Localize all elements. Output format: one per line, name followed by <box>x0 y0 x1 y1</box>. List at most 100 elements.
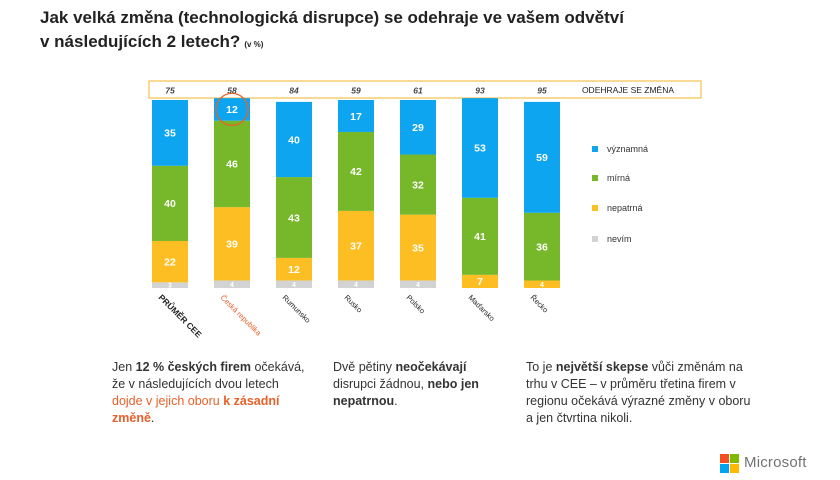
value-label-nepatrna-recko: 4 <box>540 282 544 289</box>
category-label-prumer-cee: PRŮMĚR CEE <box>157 292 205 340</box>
note3-bold-a: největší skepse <box>555 360 649 374</box>
bar-nevim-prumer-cee <box>152 282 188 288</box>
title-line-2: v následujících 2 letech? (v %) <box>40 30 740 57</box>
bar-nepatrna-prumer-cee <box>152 241 188 283</box>
total-label-ceska-republika: 58 <box>227 86 237 96</box>
note-column-1: Jen 12 % českých firem očekává, že v nás… <box>112 359 312 427</box>
legend-swatch-nevim <box>592 236 598 242</box>
note-column-2: Dvě pětiny neočekávají disrupci žádnou, … <box>333 359 501 410</box>
legend-label-vyznamna: významná <box>607 144 648 154</box>
value-label-vyznamna-rumunsko: 40 <box>288 134 300 146</box>
value-label-vyznamna-recko: 59 <box>536 152 548 164</box>
value-label-nevim-ceska-republika: 4 <box>230 282 234 289</box>
note2-text-b: disrupci žádnou, <box>333 377 428 391</box>
bar-mirna-recko <box>524 212 560 281</box>
microsoft-logo-icon <box>720 454 739 473</box>
value-label-nevim-polsko: 4 <box>416 282 420 289</box>
total-label-madarsko: 93 <box>475 86 485 96</box>
category-label-recko: Řecko <box>529 293 550 314</box>
value-label-mirna-rumunsko: 43 <box>288 212 300 224</box>
legend-swatch-nepatrna <box>592 205 598 211</box>
totals-box <box>148 80 702 99</box>
value-label-mirna-prumer-cee: 40 <box>164 198 176 210</box>
legend-label-nepatrna: nepatrná <box>607 203 643 213</box>
value-label-mirna-rusko: 42 <box>350 166 362 178</box>
bar-nevim-ceska-republika <box>214 280 250 288</box>
value-label-mirna-polsko: 32 <box>412 179 424 191</box>
note-column-3: To je největší skepse vůči změnám na trh… <box>526 359 751 427</box>
value-label-nepatrna-polsko: 35 <box>412 242 424 254</box>
page-title: Jak velká změna (technologická disrupce)… <box>40 6 740 57</box>
note3-text-a: To je <box>526 360 556 374</box>
bar-vyznamna-ceska-republika <box>214 98 250 121</box>
bar-mirna-rumunsko <box>276 177 312 258</box>
note1-text-b: očekává, že v následujících dvou letech <box>112 360 305 391</box>
bar-vyznamna-prumer-cee <box>152 100 188 166</box>
bar-vyznamna-recko <box>524 101 560 213</box>
note1-text-d: . <box>150 411 155 425</box>
value-label-vyznamna-madarsko: 53 <box>474 143 486 155</box>
note1-bold-a: 12 % českých firem <box>135 360 251 374</box>
bar-vyznamna-rusko <box>338 100 374 132</box>
legend-swatch-mirna <box>592 175 598 181</box>
value-label-nepatrna-prumer-cee: 22 <box>164 256 176 268</box>
bar-mirna-polsko <box>400 154 436 215</box>
category-label-rusko: Rusko <box>343 293 364 314</box>
title-line-1: Jak velká změna (technologická disrupce)… <box>40 8 624 27</box>
note1-highlight-a: dojde v jejich oboru <box>112 394 220 408</box>
note2-text-c: . <box>394 394 398 408</box>
logo-square-red <box>720 454 729 463</box>
logo-square-blue <box>720 464 729 473</box>
value-label-nepatrna-ceska-republika: 39 <box>226 239 238 251</box>
total-label-rusko: 59 <box>351 86 361 96</box>
value-label-nepatrna-madarsko: 7 <box>477 276 483 288</box>
stacked-bar-chart: 75 58 84 59 61 93 95 ODEHRAJE SE ZMĚNA322403543… <box>148 80 702 340</box>
value-label-nevim-prumer-cee: 3 <box>168 283 172 290</box>
value-label-vyznamna-rusko: 17 <box>350 111 362 123</box>
bar-nepatrna-recko <box>524 280 560 288</box>
bar-nepatrna-madarsko <box>462 274 498 288</box>
value-label-mirna-madarsko: 41 <box>474 231 486 243</box>
title-unit: (v %) <box>244 40 264 49</box>
note1-text-a: Jen <box>112 360 136 374</box>
bar-vyznamna-rumunsko <box>276 101 312 178</box>
value-label-mirna-ceska-republika: 46 <box>226 159 238 171</box>
value-label-nepatrna-rusko: 37 <box>350 240 362 252</box>
title-line-2-text: v následujících 2 letech? <box>40 32 241 51</box>
bar-vyznamna-madarsko <box>462 98 498 198</box>
microsoft-wordmark: Microsoft <box>744 454 807 471</box>
note2-bold-a: neočekávají <box>395 360 467 374</box>
total-label-rumunsko: 84 <box>289 86 299 96</box>
category-label-madarsko: Maďarsko <box>467 293 497 323</box>
value-label-nepatrna-rumunsko: 12 <box>288 264 300 276</box>
note2-text-a: Dvě pětiny <box>333 360 396 374</box>
value-label-vyznamna-prumer-cee: 35 <box>164 128 176 140</box>
bar-mirna-ceska-republika <box>214 120 250 208</box>
logo-square-green <box>730 454 739 463</box>
legend-label-nevim: nevím <box>607 234 632 244</box>
note3-text-b: vůči změnám na trhu v CEE – v průměru tř… <box>526 360 751 425</box>
microsoft-logo: Microsoft <box>720 453 820 475</box>
bar-nepatrna-ceska-republika <box>214 207 250 281</box>
bar-mirna-rusko <box>338 131 374 211</box>
bar-nevim-rusko <box>338 280 374 288</box>
total-label-polsko: 61 <box>413 86 423 96</box>
category-label-ceska-republika: Česká republika <box>219 293 264 338</box>
total-label-prumer-cee: 75 <box>165 86 175 96</box>
total-label-recko: 95 <box>537 86 547 96</box>
value-label-vyznamna-polsko: 29 <box>412 122 424 134</box>
note2-bold-b: nebo jen nepatrnou <box>333 377 479 408</box>
legend-label-mirna: mírná <box>607 173 630 183</box>
value-label-vyznamna-ceska-republika: 12 <box>226 104 238 116</box>
bar-mirna-madarsko <box>462 197 498 275</box>
legend-swatch-vyznamna <box>592 146 598 152</box>
totals-caption: ODEHRAJE SE ZMĚNA <box>582 85 674 95</box>
category-label-rumunsko: Rumunsko <box>281 293 313 325</box>
bar-nepatrna-rusko <box>338 210 374 281</box>
bar-nevim-rumunsko <box>276 280 312 288</box>
bar-mirna-prumer-cee <box>152 165 188 241</box>
highlight-circle <box>215 92 249 127</box>
value-label-nevim-rumunsko: 4 <box>292 282 296 289</box>
bar-nepatrna-polsko <box>400 214 436 281</box>
note1-highlight-b: k zásadní změně <box>112 394 280 425</box>
